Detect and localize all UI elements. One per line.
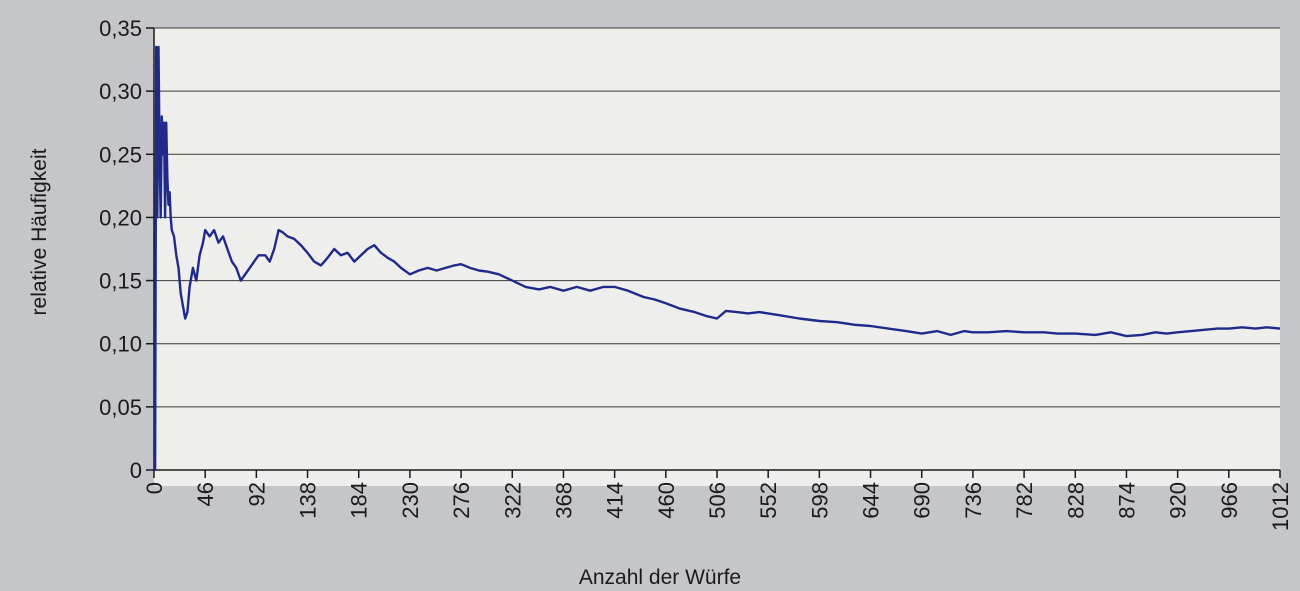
x-tick-label: 920 [1166, 482, 1191, 519]
x-tick-label: 506 [705, 482, 730, 519]
x-tick-label: 644 [859, 482, 884, 519]
grid-lines [154, 27, 1280, 408]
plot-background [154, 28, 1280, 486]
x-tick-label: 0 [142, 482, 167, 494]
x-tick-label: 552 [756, 482, 781, 519]
x-tick-label: 690 [910, 482, 935, 519]
y-tick-label: 0,35 [99, 16, 142, 41]
x-tick-labels: 0 46 92 138 184 230 276 322 368 414 460 506 552 598 64… [142, 482, 1293, 531]
x-tick-label: 184 [347, 482, 372, 519]
y-tick-label: 0,25 [99, 142, 142, 167]
x-tick-label: 322 [500, 482, 525, 519]
x-tick-label: 782 [1012, 482, 1037, 519]
x-tick-label: 828 [1063, 482, 1088, 519]
y-tick-label: 0,05 [99, 395, 142, 420]
y-tick-label: 0 [130, 458, 142, 483]
x-tick-label: 736 [961, 482, 986, 519]
x-tick-label: 460 [654, 482, 679, 519]
axes [146, 27, 1281, 478]
x-tick-label: 276 [449, 482, 474, 519]
series-line [153, 45, 1281, 471]
x-tick-label: 138 [296, 482, 321, 519]
y-tick-label: 0,30 [99, 79, 142, 104]
y-tick-labels: 0 0,05 0,10 0,15 0,20 0,25 0,30 0,35 [99, 16, 142, 483]
x-tick-label: 598 [807, 482, 832, 519]
x-tick-label: 230 [398, 482, 423, 519]
x-tick-label: 46 [193, 482, 218, 506]
x-tick-label: 966 [1217, 482, 1242, 519]
x-tick-label: 874 [1114, 482, 1139, 519]
y-axis-label: relative Häufigkeit [28, 148, 51, 315]
x-tick-label: 92 [244, 482, 269, 506]
x-tick-label: 1012 [1268, 482, 1293, 531]
x-tick-label: 414 [603, 482, 628, 519]
y-tick-label: 0,10 [99, 332, 142, 357]
x-axis-label: Anzahl der Würfe [579, 566, 741, 589]
x-tick-label: 368 [551, 482, 576, 519]
y-tick-label: 0,20 [99, 205, 142, 230]
y-tick-label: 0,15 [99, 269, 142, 294]
